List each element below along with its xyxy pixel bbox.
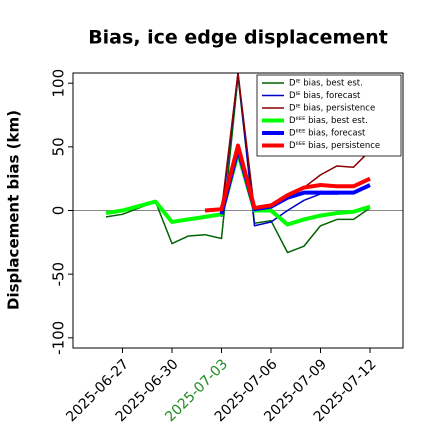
y-tick-label: -50 xyxy=(50,262,68,287)
legend-box xyxy=(256,74,402,157)
legend-label: Dᴵᴵᴱᴱ bias, persistence xyxy=(289,141,380,151)
legend-label: Dᴵᴱ bias, persistence xyxy=(289,104,375,114)
plot-frame xyxy=(72,72,404,349)
series-line xyxy=(204,143,371,213)
y-tick-label: 50 xyxy=(50,137,68,156)
chart-title: Bias, ice edge displacement xyxy=(88,27,388,49)
y-tick-label: 0 xyxy=(50,206,68,216)
series-line xyxy=(105,151,371,227)
legend-label: Dᴵᴱ bias, forecast xyxy=(289,91,361,101)
legend-label: Dᴵᴵᴱᴱ bias, forecast xyxy=(289,129,366,139)
legend-label: Dᴵᴱ bias, best est. xyxy=(289,79,363,89)
y-tick-label: 100 xyxy=(50,69,68,98)
y-axis-label: Displacement bias (km) xyxy=(5,110,23,310)
y-tick-label: -100 xyxy=(50,321,68,355)
legend-label: Dᴵᴵᴱᴱ bias, best est. xyxy=(289,116,368,126)
